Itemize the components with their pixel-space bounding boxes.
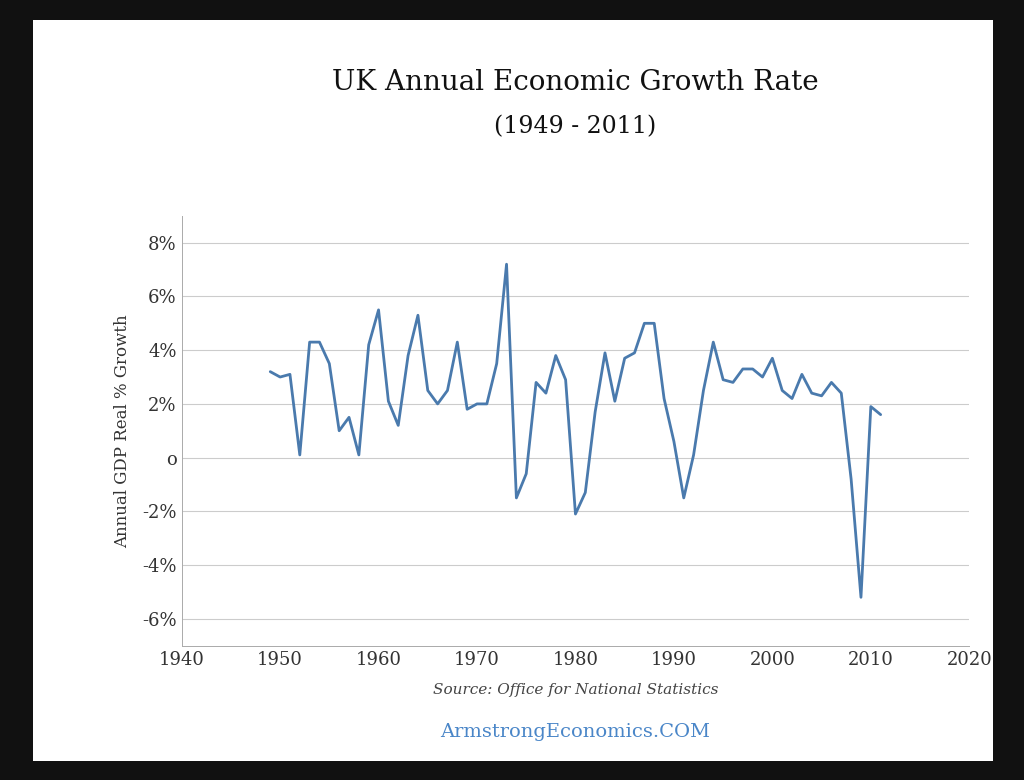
Text: (1949 - 2011): (1949 - 2011) xyxy=(495,115,656,138)
Text: ArmstrongEconomics.COM: ArmstrongEconomics.COM xyxy=(440,723,711,741)
Text: UK Annual Economic Growth Rate: UK Annual Economic Growth Rate xyxy=(332,69,819,96)
Y-axis label: Annual GDP Real % Growth: Annual GDP Real % Growth xyxy=(114,314,131,548)
Text: Source: Office for National Statistics: Source: Office for National Statistics xyxy=(433,683,718,697)
